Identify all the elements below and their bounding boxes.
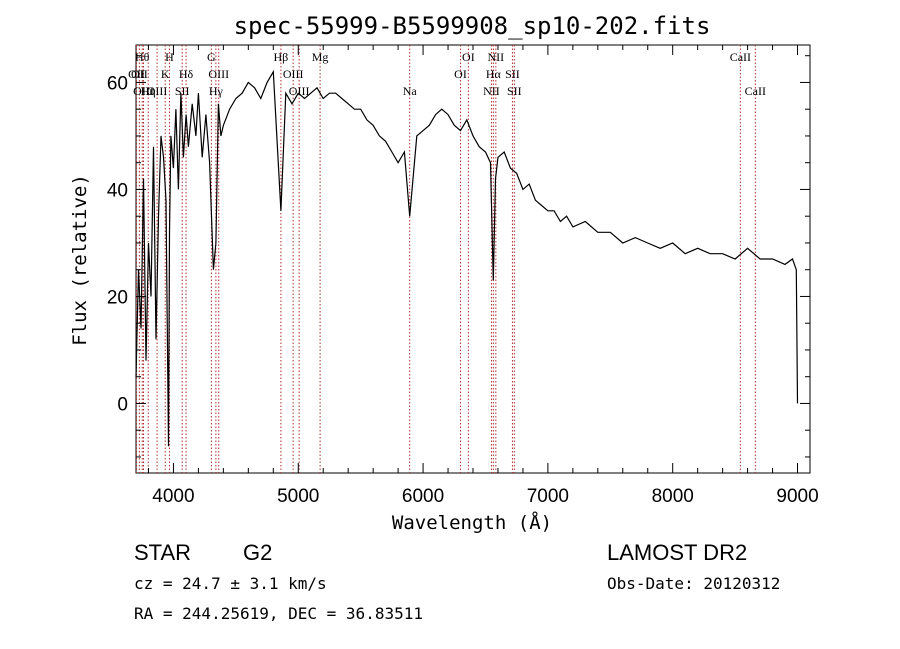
y-tick-label-0: 0: [117, 394, 128, 415]
y-tick-label-1: 20: [107, 287, 128, 308]
x-axis-label: Wavelength (Å): [392, 511, 552, 534]
y-tick-label-2: 40: [107, 180, 128, 201]
redshift-cz: cz = 24.7 ± 3.1 km/s: [134, 574, 327, 593]
line-label-16: Mg: [312, 50, 329, 64]
plot-frame: [135, 44, 811, 474]
line-label-19: OI: [462, 50, 475, 64]
chart-title: spec-55999-B5599908_sp10-202.fits: [234, 12, 711, 40]
line-label-20: NII: [483, 84, 500, 98]
y-tick-label-3: 60: [107, 73, 128, 94]
line-label-4: Hη: [141, 84, 156, 98]
line-label-3: OIII: [133, 84, 154, 98]
object-class: STAR: [134, 540, 191, 565]
x-tick-label-5: 9000: [776, 486, 818, 507]
line-label-18: OI: [454, 67, 467, 81]
x-axis-ticks: 4000 5000 6000 7000 8000 9000: [147, 45, 819, 507]
line-label-23: SII: [505, 67, 520, 81]
line-label-13: Hβ: [274, 50, 289, 64]
line-label-8: SII: [175, 84, 190, 98]
line-label-14: OIII: [283, 67, 304, 81]
spectral-line-labels: OIIOIIHθOIIIHηOIIIKHSIIHδGHγOIIIHβOIIIOI…: [128, 50, 766, 98]
line-label-9: Hδ: [179, 67, 194, 81]
line-label-24: SII: [507, 84, 522, 98]
y-axis-ticks: 0 20 40 60: [107, 55, 810, 458]
line-label-17: Na: [403, 84, 418, 98]
x-tick-label-4: 8000: [652, 486, 694, 507]
line-label-10: G: [207, 50, 216, 64]
line-label-22: NII: [488, 50, 505, 64]
survey-name: LAMOST DR2: [607, 540, 747, 565]
line-label-12: OIII: [208, 67, 229, 81]
x-tick-label-0: 4000: [152, 486, 194, 507]
x-tick-label-2: 6000: [402, 486, 444, 507]
sky-coordinates: RA = 244.25619, DEC = 36.83511: [134, 604, 423, 623]
line-label-7: H: [165, 50, 174, 64]
line-label-26: CaII: [745, 84, 766, 98]
object-subclass: G2: [243, 540, 272, 565]
line-label-5: OIII: [147, 84, 168, 98]
line-label-21: Hα: [486, 67, 502, 81]
x-tick-label-1: 5000: [277, 486, 319, 507]
observation-date: Obs-Date: 20120312: [607, 574, 780, 593]
y-axis-label: Flux (relative): [69, 174, 91, 346]
line-label-6: K: [161, 67, 170, 81]
line-label-11: Hγ: [209, 84, 224, 98]
spectrum-series-line: [135, 69, 799, 447]
line-label-1: OII: [131, 67, 148, 81]
line-label-0: OII: [128, 67, 145, 81]
line-label-15: OIII: [289, 84, 310, 98]
line-label-2: Hθ: [135, 50, 150, 64]
x-tick-label-3: 7000: [527, 486, 569, 507]
line-label-25: CaII: [730, 50, 751, 64]
